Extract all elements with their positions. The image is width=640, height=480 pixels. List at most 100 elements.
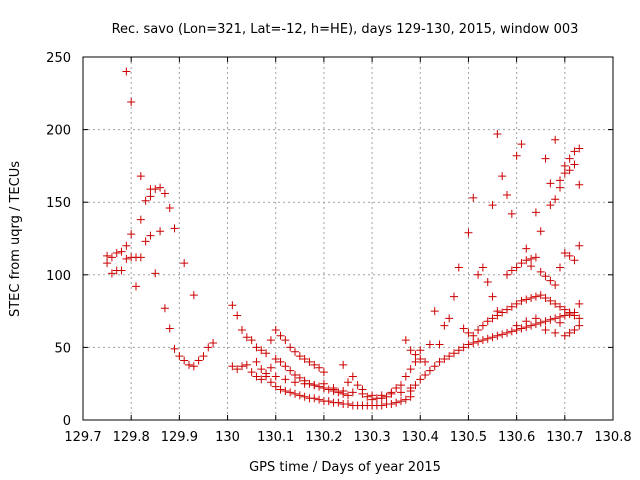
data-point xyxy=(295,373,304,382)
data-point xyxy=(556,176,564,185)
data-point xyxy=(295,352,304,361)
y-tick-label: 250 xyxy=(46,51,71,66)
data-point xyxy=(271,372,280,381)
y-tick-label: 50 xyxy=(54,341,71,356)
y-tick-label: 200 xyxy=(46,124,71,139)
data-point xyxy=(474,270,483,279)
data-point xyxy=(146,231,155,240)
data-point xyxy=(536,227,545,236)
data-point xyxy=(252,357,261,366)
data-point xyxy=(517,296,526,305)
data-point xyxy=(541,294,550,303)
data-point xyxy=(151,269,160,278)
data-point xyxy=(527,321,536,330)
data-point xyxy=(103,259,112,268)
data-point xyxy=(546,201,555,210)
data-point xyxy=(503,305,511,314)
data-point xyxy=(474,337,483,346)
data-point xyxy=(551,195,560,204)
data-point xyxy=(488,201,497,210)
data-point xyxy=(546,296,555,305)
data-point xyxy=(498,330,507,339)
data-point xyxy=(425,366,434,375)
data-point xyxy=(551,280,560,289)
data-point xyxy=(242,360,251,369)
data-point xyxy=(556,302,564,311)
data-point xyxy=(122,254,131,263)
data-point xyxy=(507,266,516,275)
data-point xyxy=(353,381,362,390)
data-point xyxy=(406,346,415,355)
data-point xyxy=(310,360,319,369)
data-point xyxy=(536,318,545,327)
data-point xyxy=(392,384,401,393)
data-point xyxy=(392,398,401,407)
data-point xyxy=(445,352,454,361)
data-point xyxy=(570,147,579,156)
data-point xyxy=(276,331,285,340)
data-point xyxy=(348,372,357,381)
data-point xyxy=(127,98,136,107)
data-point xyxy=(507,327,516,336)
data-point xyxy=(440,321,449,330)
data-point xyxy=(286,366,295,375)
data-point xyxy=(503,190,511,199)
data-point xyxy=(546,179,555,188)
series-arc-d xyxy=(228,301,328,377)
data-point xyxy=(464,228,473,237)
data-point xyxy=(450,349,458,358)
data-point xyxy=(531,253,540,262)
data-point xyxy=(122,241,131,250)
data-point xyxy=(575,144,584,153)
data-point xyxy=(103,251,112,260)
data-point xyxy=(483,334,492,343)
data-point xyxy=(503,328,511,337)
data-point xyxy=(560,305,569,314)
data-point xyxy=(315,395,324,404)
data-point xyxy=(199,352,208,361)
data-point xyxy=(469,339,478,348)
data-point xyxy=(228,362,237,371)
data-point xyxy=(141,237,150,246)
data-point xyxy=(401,372,410,381)
data-point xyxy=(493,129,502,138)
data-point xyxy=(464,328,473,337)
data-point xyxy=(541,325,550,334)
data-point xyxy=(416,346,425,355)
data-point xyxy=(565,166,574,175)
data-point xyxy=(565,308,574,317)
data-point xyxy=(478,336,487,345)
data-point xyxy=(556,318,564,327)
data-point xyxy=(324,397,333,406)
series-arc-k xyxy=(464,291,584,340)
chart-title: Rec. savo (Lon=321, Lat=-12, h=HE), days… xyxy=(112,22,579,37)
data-point xyxy=(107,253,116,262)
data-point xyxy=(507,302,516,311)
data-point xyxy=(450,292,458,301)
data-point xyxy=(570,311,579,320)
data-point xyxy=(204,343,213,352)
data-point xyxy=(238,325,246,334)
data-point xyxy=(551,299,560,308)
data-point xyxy=(146,192,155,201)
data-point xyxy=(411,350,420,359)
data-point xyxy=(503,270,511,279)
data-point xyxy=(560,161,569,170)
series-arc-l xyxy=(488,129,584,263)
data-point xyxy=(382,392,391,401)
data-point xyxy=(156,183,165,192)
data-point xyxy=(291,347,299,356)
x-tick-labels: 129.7 129.8 129.9 130 130.1 130.2 130.3 130.4 13… xyxy=(64,430,631,445)
data-point xyxy=(483,317,492,326)
series-arc-c xyxy=(103,227,218,371)
data-point xyxy=(238,362,246,371)
data-point xyxy=(565,154,574,163)
data-point xyxy=(387,400,396,409)
x-tick-label: 129.8 xyxy=(113,430,150,445)
data-point xyxy=(459,343,468,352)
data-point xyxy=(560,169,569,178)
x-tick-label: 130.8 xyxy=(594,430,631,445)
data-point xyxy=(570,256,579,265)
data-point xyxy=(136,215,145,224)
